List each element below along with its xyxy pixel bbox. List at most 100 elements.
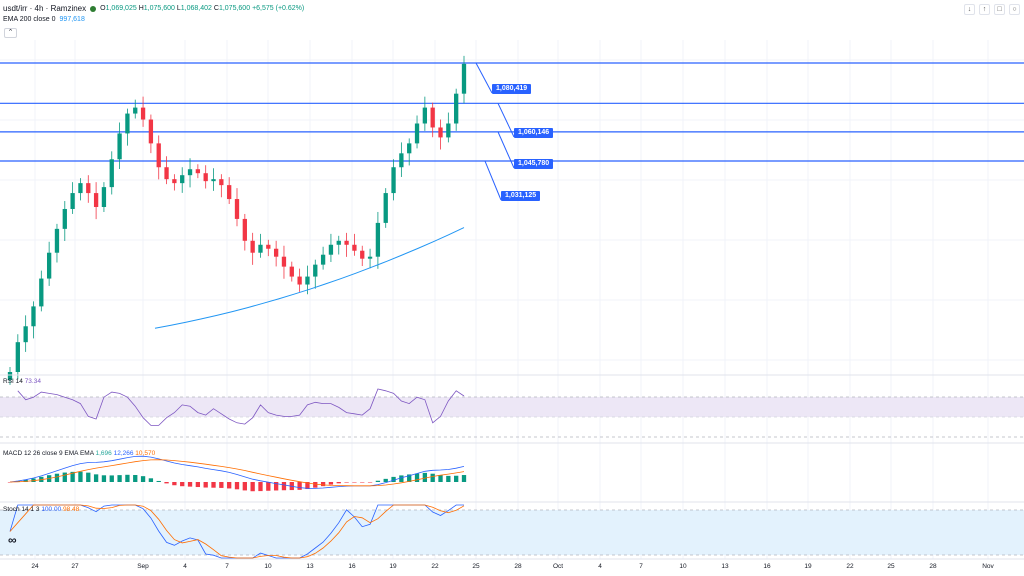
candle-body-12[interactable] bbox=[101, 187, 107, 207]
candle-body-25[interactable] bbox=[203, 173, 208, 182]
x-tick-15: 10 bbox=[679, 563, 687, 570]
candle-body-28[interactable] bbox=[227, 185, 232, 200]
level-tag-2[interactable]: 1,060,146 bbox=[514, 128, 554, 138]
x-tick-21: 28 bbox=[929, 563, 937, 570]
ema-legend[interactable]: EMA 200 close 0 997,618 bbox=[3, 16, 85, 23]
candle-body-56[interactable] bbox=[446, 123, 451, 138]
x-tick-1: 27 bbox=[71, 563, 79, 570]
candle-body-51[interactable] bbox=[407, 143, 412, 154]
macd-legend[interactable]: MACD 12 26 close 9 EMA EMA 1,696 12,266 … bbox=[3, 450, 155, 457]
macd-bar-32 bbox=[258, 482, 263, 492]
candle-body-0[interactable] bbox=[7, 372, 13, 380]
macd-bar-7 bbox=[62, 472, 67, 482]
candle-body-23[interactable] bbox=[187, 169, 193, 176]
x-tick-22: Nov bbox=[982, 563, 994, 570]
candle-body-16[interactable] bbox=[133, 107, 138, 114]
level-tag-connectors bbox=[475, 62, 515, 201]
macd-bar-45 bbox=[360, 482, 365, 483]
candle-body-55[interactable] bbox=[438, 127, 443, 138]
candle-body-1[interactable] bbox=[15, 342, 20, 372]
settings-icon[interactable]: ○ bbox=[1009, 4, 1020, 15]
candle-body-13[interactable] bbox=[109, 159, 114, 188]
candle-body-15[interactable] bbox=[125, 113, 130, 134]
candle-body-58[interactable] bbox=[461, 63, 467, 94]
ema-value: 997,618 bbox=[59, 16, 85, 23]
chevron-up-icon[interactable]: ⌃ bbox=[4, 28, 17, 38]
candle-body-26[interactable] bbox=[211, 179, 216, 182]
candle-body-33[interactable] bbox=[266, 244, 271, 249]
candle-body-6[interactable] bbox=[54, 228, 60, 253]
candle-body-40[interactable] bbox=[320, 254, 326, 265]
candle-body-36[interactable] bbox=[289, 266, 294, 277]
stoch-legend[interactable]: Stoch 14 1 3 100.00 98.48 bbox=[3, 506, 79, 513]
macd-bar-0 bbox=[7, 482, 13, 483]
candle-body-2[interactable] bbox=[23, 326, 28, 343]
candle-body-22[interactable] bbox=[180, 175, 185, 184]
candle-body-8[interactable] bbox=[70, 193, 75, 209]
tradingview-logo-icon[interactable]: ∞ bbox=[8, 533, 17, 547]
macd-bar-47 bbox=[375, 480, 381, 482]
maximize-icon[interactable]: □ bbox=[994, 4, 1005, 15]
candle-body-4[interactable] bbox=[39, 278, 44, 307]
candle-body-57[interactable] bbox=[454, 93, 459, 124]
arrow-down-icon[interactable]: ↓ bbox=[964, 4, 975, 15]
candle-body-32[interactable] bbox=[258, 244, 263, 253]
candle-body-34[interactable] bbox=[273, 248, 279, 257]
stoch-band bbox=[0, 510, 1024, 555]
candle-body-45[interactable] bbox=[360, 250, 365, 259]
candle-body-37[interactable] bbox=[297, 276, 302, 285]
macd-bar-33 bbox=[266, 482, 271, 491]
candle-body-43[interactable] bbox=[344, 240, 349, 245]
candle-body-44[interactable] bbox=[352, 244, 357, 251]
symbol-title[interactable]: usdt/irr · 4h · Ramzinex bbox=[3, 4, 87, 13]
candle-body-19[interactable] bbox=[156, 143, 161, 168]
candle-body-46[interactable] bbox=[367, 256, 373, 259]
candle-body-38[interactable] bbox=[305, 276, 310, 285]
candle-body-41[interactable] bbox=[328, 244, 334, 255]
level-tag-3[interactable]: 1,045,780 bbox=[514, 159, 554, 169]
candle-body-50[interactable] bbox=[399, 153, 404, 168]
candle-body-29[interactable] bbox=[234, 199, 240, 219]
x-tick-17: 16 bbox=[763, 563, 771, 570]
candle-body-49[interactable] bbox=[391, 167, 396, 194]
candle-body-7[interactable] bbox=[62, 208, 67, 229]
macd-bar-25 bbox=[203, 482, 208, 488]
x-tick-8: 19 bbox=[389, 563, 397, 570]
macd-bar-10 bbox=[86, 472, 91, 482]
macd-bar-42 bbox=[336, 482, 341, 484]
macd-bar-3 bbox=[31, 478, 36, 482]
candle-body-14[interactable] bbox=[117, 133, 122, 160]
candle-body-52[interactable] bbox=[414, 123, 420, 144]
candle-body-47[interactable] bbox=[375, 222, 381, 257]
candle-body-35[interactable] bbox=[281, 256, 287, 267]
candle-body-3[interactable] bbox=[31, 306, 36, 327]
candle-body-30[interactable] bbox=[242, 218, 247, 241]
candle-body-31[interactable] bbox=[250, 240, 255, 253]
macd-bar-9 bbox=[78, 471, 83, 482]
candle-body-17[interactable] bbox=[140, 107, 146, 120]
candle-body-5[interactable] bbox=[46, 252, 52, 279]
rsi-legend[interactable]: RSI 14 73.34 bbox=[3, 378, 41, 385]
candle-body-48[interactable] bbox=[383, 193, 388, 223]
macd-bar-39 bbox=[313, 482, 318, 488]
close-value: 1,075,600 bbox=[218, 5, 251, 12]
candle-body-39[interactable] bbox=[313, 264, 318, 277]
candle-body-18[interactable] bbox=[148, 119, 154, 144]
candle-body-20[interactable] bbox=[164, 167, 169, 180]
candle-body-42[interactable] bbox=[336, 240, 341, 245]
candle-body-54[interactable] bbox=[430, 107, 435, 128]
candle-body-24[interactable] bbox=[195, 169, 201, 174]
arrow-up-icon[interactable]: ↑ bbox=[979, 4, 990, 15]
level-tag-4[interactable]: 1,031,125 bbox=[501, 191, 541, 201]
candle-body-21[interactable] bbox=[172, 179, 177, 184]
candle-body-9[interactable] bbox=[78, 183, 83, 194]
stoch-d-line bbox=[9, 504, 465, 559]
candle-body-11[interactable] bbox=[93, 193, 99, 207]
candle-body-27[interactable] bbox=[219, 179, 224, 186]
macd-hist-value: 1,696 bbox=[95, 450, 112, 457]
candle-body-10[interactable] bbox=[86, 183, 91, 194]
candle-body-53[interactable] bbox=[422, 107, 428, 124]
x-tick-7: 16 bbox=[348, 563, 356, 570]
level-tag-1[interactable]: 1,080,419 bbox=[492, 84, 532, 94]
